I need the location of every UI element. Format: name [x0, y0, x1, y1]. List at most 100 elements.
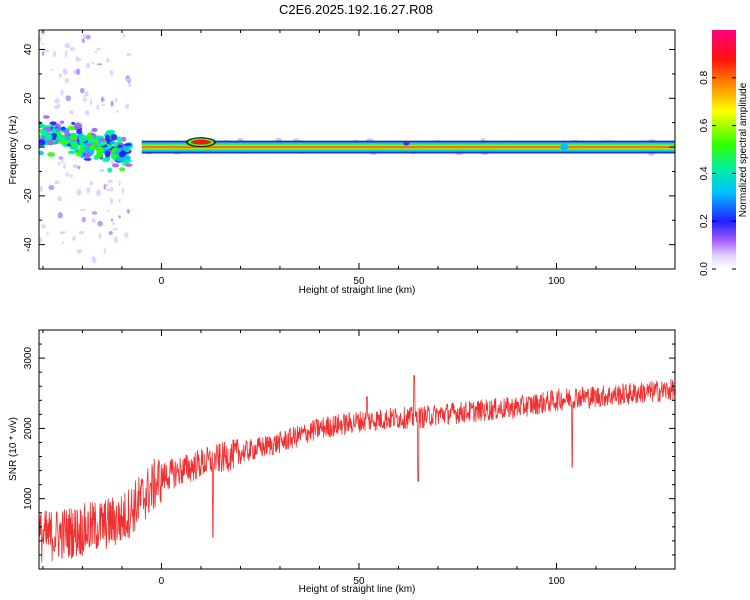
noise-blob [91, 256, 96, 260]
signal-blob [107, 167, 113, 173]
signal-blob [39, 123, 46, 128]
noise-blob [96, 47, 101, 51]
noise-blob [63, 163, 66, 170]
signal-blob [95, 135, 104, 139]
noise-blob [39, 237, 43, 244]
x-tick-label: 0 [159, 576, 165, 587]
noise-blob [101, 104, 105, 107]
noise-blob [126, 53, 132, 56]
y-tick-label: 20 [23, 92, 34, 104]
noise-blob [40, 224, 47, 229]
y-tick-label: -40 [23, 237, 34, 252]
colorbar: 0.0 0.2 0.4 0.6 0.8 Normalized spectral ampl… [699, 30, 749, 276]
signal-blob [114, 141, 119, 147]
signal-blob [118, 151, 126, 158]
noise-blob [98, 232, 102, 240]
noise-blob [118, 198, 121, 203]
noise-blob [54, 180, 60, 185]
noise-blob [72, 164, 79, 169]
noise-blob [85, 34, 91, 40]
noise-blob [39, 186, 43, 193]
signal-blob [77, 149, 82, 154]
y-tick-label: 2000 [23, 417, 34, 440]
y-tick-label: 1000 [23, 487, 34, 510]
y-tick-label: 0 [23, 144, 34, 150]
signal-blob [106, 129, 116, 135]
snr-y-axis-label: SNR (10 * v/v) [8, 417, 19, 481]
signal-blob [124, 163, 133, 167]
noise-blob [114, 97, 118, 103]
spectrogram-panel: 0 50 100 -40 -20 0 20 40 Height of straight lin… [8, 29, 676, 296]
signal-blob [39, 150, 44, 156]
colorbar-tick-label: 0.0 [699, 262, 710, 276]
noise-blob [65, 172, 70, 177]
noise-blob [109, 187, 114, 192]
signal-blob [124, 143, 132, 147]
signal-blob [118, 167, 126, 171]
signal-blob [101, 157, 110, 162]
noise-blob [76, 68, 81, 76]
noise-blob [109, 69, 114, 76]
signal-blob [46, 139, 55, 146]
noise-blob [97, 220, 103, 227]
noise-blob [96, 63, 102, 66]
signal-blob [62, 143, 67, 147]
signal-blob [56, 131, 62, 136]
colorbar-tick-label: 0.2 [699, 214, 710, 228]
signal-blob [49, 121, 57, 126]
noise-blob [46, 232, 50, 235]
noise-blob [91, 218, 96, 223]
noise-blob [84, 109, 90, 116]
signal-blob [75, 151, 82, 157]
signal-blob [83, 157, 92, 161]
x-tick-label: 100 [548, 276, 565, 287]
noise-blob [128, 83, 132, 87]
noise-blob [107, 179, 114, 184]
noise-blob [75, 55, 79, 62]
x-tick-label: 50 [353, 576, 365, 587]
noise-blob [96, 104, 100, 111]
signal-blob [73, 122, 83, 130]
signal-blob [96, 143, 106, 147]
noise-blob [85, 62, 91, 69]
noise-blob [57, 212, 63, 219]
noise-blob [112, 228, 118, 231]
noise-blob [112, 221, 115, 226]
colorbar-tick-label: 0.6 [699, 118, 710, 132]
spectrogram-frame [38, 29, 676, 270]
noise-blob [52, 50, 57, 58]
signal-blob [67, 150, 77, 155]
noise-blob [91, 61, 95, 64]
signal-blob [42, 115, 50, 119]
noise-blob [41, 51, 45, 56]
spectrogram-y-axis-label: Frequency (Hz) [8, 116, 19, 185]
y-tick-label: 40 [23, 44, 34, 56]
noise-blob [54, 98, 60, 104]
noise-blob [76, 189, 82, 196]
noise-blob [81, 38, 85, 44]
signal-blob [95, 146, 105, 153]
main-frequency-band [141, 140, 675, 154]
band-blip [403, 141, 410, 146]
signal-blob [76, 129, 83, 135]
noise-blob [89, 181, 94, 186]
noise-blob [86, 187, 91, 194]
signal-blob [64, 129, 70, 136]
x-tick-label: 0 [159, 276, 165, 287]
noise-blob [84, 91, 89, 97]
signal-blob [71, 121, 76, 125]
signal-blob [65, 135, 71, 141]
noise-blob [50, 68, 54, 71]
signal-blob [112, 163, 120, 168]
signal-blob [93, 138, 99, 145]
signal-blob [116, 136, 123, 144]
noise-blob [78, 231, 85, 235]
band-blip [560, 143, 569, 151]
snr-series-line [39, 375, 675, 563]
noise-blob [64, 78, 70, 84]
signal-blob [68, 135, 78, 141]
noise-blob [109, 197, 114, 205]
signal-blob [109, 141, 116, 145]
band-bump-core [190, 139, 211, 145]
